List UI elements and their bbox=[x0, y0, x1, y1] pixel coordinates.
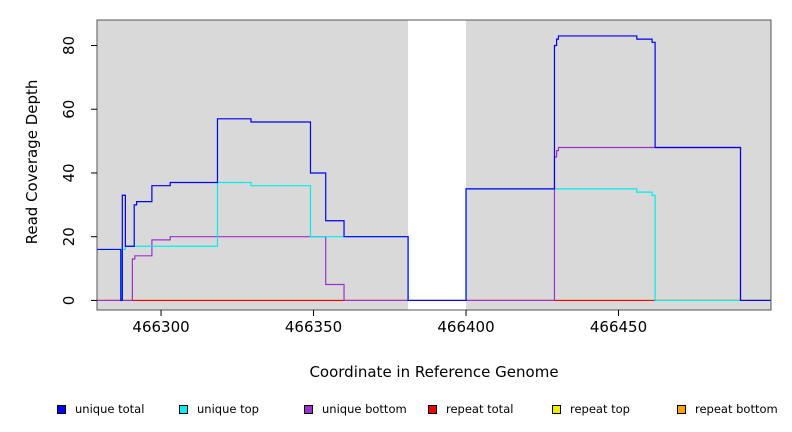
legend-item-unique-top: unique top bbox=[179, 400, 259, 418]
y-tick-label: 60 bbox=[60, 100, 78, 119]
plot-frame bbox=[96, 19, 772, 311]
legend-item-unique-total: unique total bbox=[57, 400, 144, 418]
legend-label: repeat total bbox=[446, 402, 514, 416]
y-tick-label: 20 bbox=[60, 227, 78, 246]
x-tick-label: 466300 bbox=[132, 318, 189, 336]
legend-item-repeat-total: repeat total bbox=[428, 400, 513, 418]
legend-label: unique bottom bbox=[322, 402, 407, 416]
y-axis-label: Read Coverage Depth bbox=[23, 80, 41, 245]
legend-swatch bbox=[428, 404, 437, 414]
legend-swatch bbox=[57, 404, 66, 414]
legend-label: unique total bbox=[75, 402, 145, 416]
x-tick-label: 466450 bbox=[590, 318, 647, 336]
series-layer bbox=[97, 35, 771, 302]
legend-swatch bbox=[552, 404, 561, 414]
legend-label: unique top bbox=[197, 402, 259, 416]
legend-swatch bbox=[677, 404, 686, 414]
legend-item-repeat-bottom: repeat bottom bbox=[677, 400, 778, 418]
legend-swatch bbox=[304, 404, 313, 414]
y-tick-label: 40 bbox=[60, 163, 78, 182]
x-tick-label: 466350 bbox=[285, 318, 342, 336]
series-line-unique-bottom bbox=[97, 146, 771, 302]
axes-layer: 466300 466350 466400 466450 0 20 40 60 80 bbox=[60, 19, 772, 336]
y-tick-label: 0 bbox=[60, 296, 78, 306]
y-tick-label: 80 bbox=[60, 36, 78, 55]
legend-swatch bbox=[179, 404, 188, 414]
coverage-chart: 466300 466350 466400 466450 0 20 40 60 80 Coordi… bbox=[23, 19, 772, 381]
legend: unique total unique top unique bottom repea… bbox=[0, 400, 792, 420]
plot-background bbox=[97, 20, 771, 310]
legend-item-repeat-top: repeat top bbox=[552, 400, 630, 418]
legend-item-unique-bottom: unique bottom bbox=[304, 400, 407, 418]
shaded-region-2 bbox=[466, 20, 771, 310]
shaded-region-1 bbox=[97, 20, 409, 310]
x-tick-label: 466400 bbox=[437, 318, 494, 336]
legend-label: repeat bottom bbox=[695, 402, 778, 416]
series-line-unique-total bbox=[97, 35, 771, 302]
x-axis-label: Coordinate in Reference Genome bbox=[309, 363, 558, 381]
legend-label: repeat top bbox=[570, 402, 630, 416]
